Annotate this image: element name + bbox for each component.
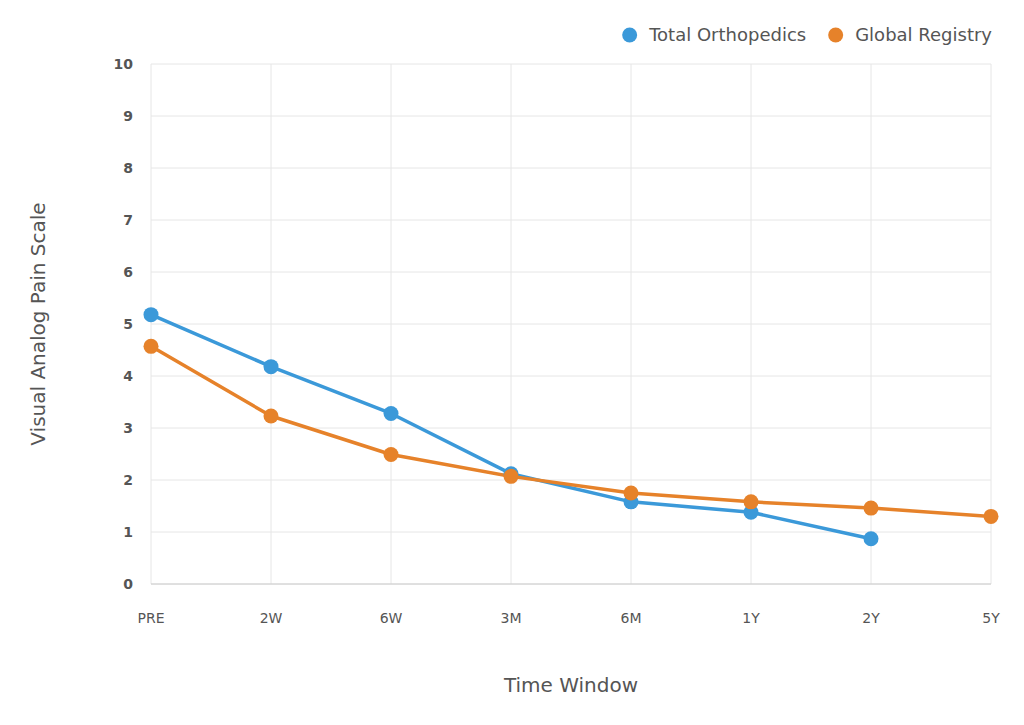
x-grid-line — [991, 64, 992, 584]
x-tick-label: 5Y — [982, 610, 1000, 626]
series-point — [384, 447, 399, 462]
y-tick-label: 2 — [123, 472, 133, 488]
series-point — [264, 409, 279, 424]
legend-marker — [828, 28, 843, 43]
series-point — [504, 469, 519, 484]
y-grid-line — [151, 428, 991, 429]
series-point — [864, 501, 879, 516]
x-tick-label: 2Y — [862, 610, 880, 626]
series-point — [264, 359, 279, 374]
y-grid-line — [151, 64, 991, 65]
y-tick-label: 8 — [123, 160, 133, 176]
series-point — [984, 509, 999, 524]
series-point — [864, 531, 879, 546]
x-tick-label: 6W — [380, 610, 403, 626]
y-tick-label: 9 — [123, 108, 133, 124]
y-tick-label: 0 — [123, 576, 133, 592]
y-grid-line — [151, 220, 991, 221]
y-tick-label: 3 — [123, 420, 133, 436]
series-line — [151, 315, 871, 539]
chart-svg: 0 1 2 3 4 5 6 7 8 9 10 PRE 2W 6W 3M 6M 1Y 2Y 5Y Time Window… — [0, 0, 1024, 725]
series-point — [144, 307, 159, 322]
legend: Total Orthopedics Global Registry — [622, 24, 992, 45]
y-tick-label: 1 — [123, 524, 133, 540]
y-grid-line — [151, 376, 991, 377]
y-grid-line — [151, 168, 991, 169]
y-grid-line — [151, 324, 991, 325]
series-point — [384, 406, 399, 421]
x-tick-label: 2W — [260, 610, 283, 626]
y-tick-label: 7 — [123, 212, 133, 228]
legend-label: Total Orthopedics — [648, 24, 806, 45]
x-tick-label: 1Y — [742, 610, 760, 626]
y-tick-label: 6 — [123, 264, 133, 280]
y-grid-line — [151, 272, 991, 273]
x-tick-label: 6M — [621, 610, 642, 626]
x-axis-line — [151, 584, 991, 585]
x-axis-title: Time Window — [503, 673, 638, 697]
y-grid-line — [151, 532, 991, 533]
grid — [151, 64, 991, 584]
series-point — [144, 339, 159, 354]
y-tick-label: 10 — [114, 56, 134, 72]
legend-label: Global Registry — [855, 24, 992, 45]
y-tick-label: 4 — [123, 368, 133, 384]
chart-container: 0 1 2 3 4 5 6 7 8 9 10 PRE 2W 6W 3M 6M 1Y 2Y 5Y Time Window… — [0, 0, 1024, 725]
series-line — [151, 346, 991, 516]
x-grid-line — [271, 64, 272, 584]
series-point — [744, 494, 759, 509]
y-tick-label: 5 — [123, 316, 133, 332]
y-grid-line — [151, 480, 991, 481]
x-grid-line — [391, 64, 392, 584]
y-axis-title: Visual Analog Pain Scale — [26, 202, 50, 445]
x-grid-line — [151, 64, 152, 584]
x-grid-line — [511, 64, 512, 584]
x-tick-label: PRE — [137, 610, 164, 626]
legend-marker — [622, 28, 637, 43]
x-tick-label: 3M — [501, 610, 522, 626]
y-grid-line — [151, 116, 991, 117]
series-point — [624, 486, 639, 501]
y-grid-line — [151, 584, 991, 585]
plot-marks — [144, 307, 999, 546]
